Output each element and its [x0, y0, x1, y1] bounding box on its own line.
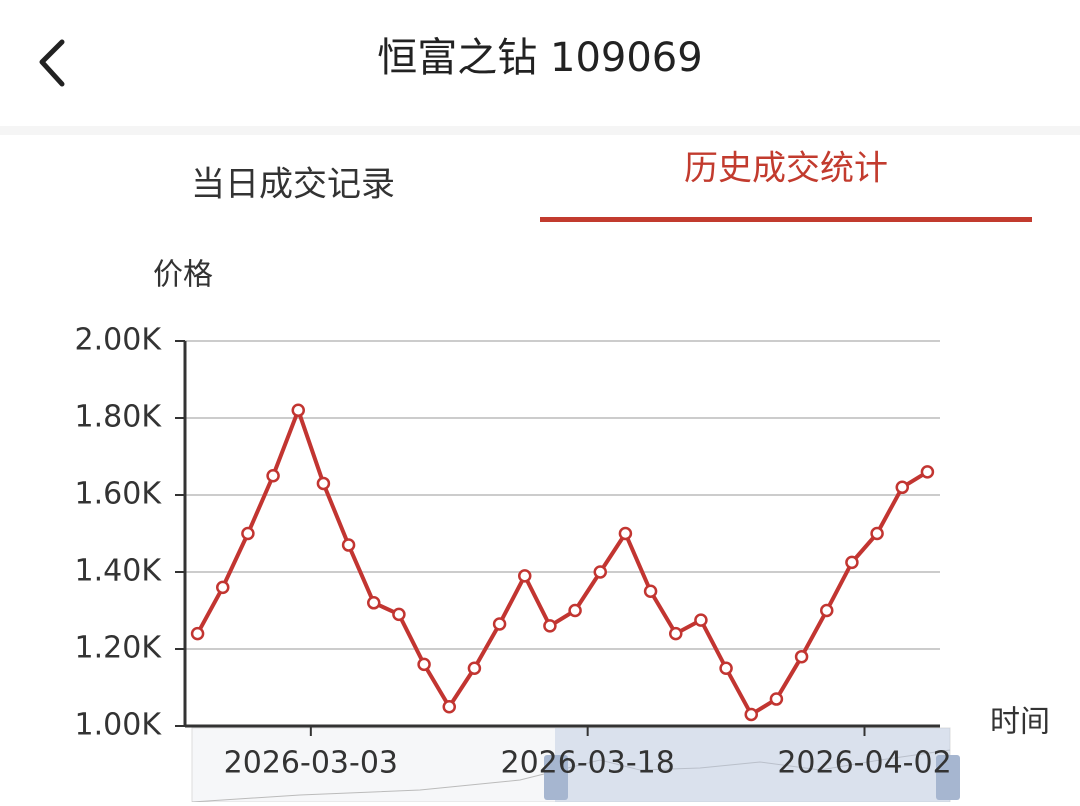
point — [694, 613, 708, 627]
zoom-track — [191, 727, 951, 803]
tab[interactable]: 当日成交记录 — [191, 165, 395, 205]
point — [593, 565, 607, 579]
zoom-window[interactable] — [555, 728, 950, 802]
zoom-handle[interactable] — [936, 755, 960, 800]
point — [820, 603, 834, 618]
y-tick-label: 1.80K — [75, 400, 163, 435]
point — [669, 626, 683, 641]
y-tick-label: 1.20K — [75, 631, 163, 666]
point — [442, 700, 456, 714]
y-tick-label: 1.40K — [75, 554, 163, 589]
separator — [0, 126, 1080, 135]
point — [845, 555, 859, 570]
point — [291, 403, 305, 418]
point — [643, 584, 658, 598]
y-tick-label: 1.00K — [75, 708, 163, 743]
tab-active[interactable]: 历史成交统计 — [684, 149, 888, 189]
zoom-preview — [191, 749, 951, 803]
line — [195, 408, 929, 717]
point — [794, 649, 809, 664]
y-tick-label: 1.60K — [75, 477, 163, 512]
point — [341, 538, 356, 552]
point — [190, 626, 205, 641]
y-axis-label: 价格 — [153, 258, 213, 293]
x-tick-label: 2026-03-18 — [500, 746, 674, 781]
point — [467, 661, 482, 675]
point — [241, 526, 255, 541]
zoom-handle[interactable] — [544, 755, 568, 800]
point — [392, 607, 406, 622]
point — [744, 707, 758, 722]
tab-underline — [540, 217, 1032, 222]
point — [266, 469, 280, 483]
point — [316, 476, 331, 491]
y-tick-label: 2.00K — [75, 323, 163, 358]
point — [417, 657, 431, 672]
x-tick-label: 2026-03-03 — [224, 746, 398, 781]
x-axis-label: 时间 — [990, 705, 1050, 740]
point — [543, 619, 557, 633]
point — [769, 692, 784, 706]
data-zoom[interactable] — [191, 727, 960, 803]
point — [492, 617, 507, 631]
point — [920, 465, 935, 479]
x-tick-label: 2026-04-02 — [777, 746, 951, 781]
point — [518, 569, 532, 583]
point — [216, 580, 230, 595]
page-title: 恒富之钻 109069 — [377, 35, 702, 81]
point — [895, 480, 909, 495]
point — [870, 526, 884, 541]
point — [719, 661, 733, 675]
back-button[interactable] — [39, 39, 65, 87]
point — [367, 596, 381, 610]
point — [568, 603, 582, 618]
point — [618, 526, 633, 541]
